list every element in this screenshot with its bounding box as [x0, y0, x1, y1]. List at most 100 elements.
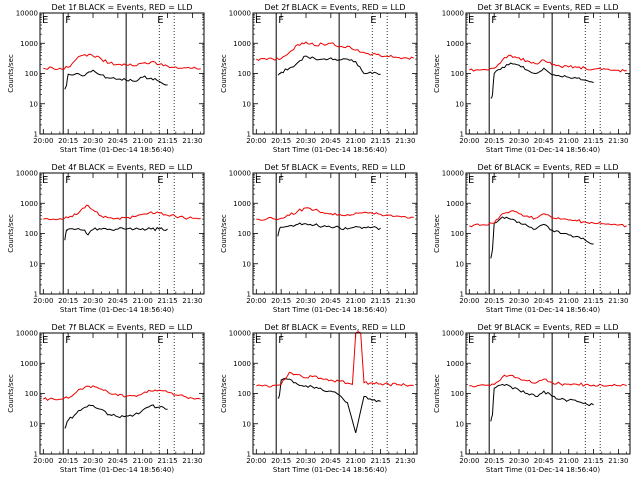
x-tick-label: 21:30: [395, 137, 415, 145]
plot-frame: [39, 332, 205, 455]
y-tick-label: 1000: [233, 40, 251, 48]
detector-panel-7: Det 7f BLACK = Events, RED = LLD 1 10 100 10…: [7, 323, 205, 474]
x-tick-label: 20:45: [108, 137, 128, 145]
x-tick-label: 21:15: [370, 297, 390, 305]
lld-series-line: [469, 210, 627, 228]
events-series-line: [277, 55, 381, 76]
y-tick-label: 1000: [233, 360, 251, 368]
events-series-line: [64, 69, 168, 90]
x-tick-label: 20:00: [459, 137, 479, 145]
marker-label: E: [255, 15, 261, 26]
y-tick-label: 10: [242, 420, 251, 428]
detector-panel-8: Det 8f BLACK = Events, RED = LLD 1 10 100 10…: [220, 323, 418, 474]
x-tick-label: 21:15: [583, 297, 603, 305]
y-axis-label: Counts/sec: [220, 374, 228, 413]
marker-label: E: [583, 175, 589, 186]
y-axis-label: Counts/sec: [220, 54, 228, 93]
x-tick-label: 21:00: [133, 457, 153, 465]
marker-label: E: [42, 175, 48, 186]
lld-series-line: [256, 331, 414, 388]
panel-title: Det 9f BLACK = Events, RED = LLD: [477, 323, 618, 332]
marker-label: F: [65, 15, 71, 26]
y-tick-label: 1: [247, 291, 251, 299]
detector-panel-5: Det 5f BLACK = Events, RED = LLD 1 10 100 10…: [220, 163, 418, 314]
marker-label: E: [468, 15, 474, 26]
panel-title: Det 2f BLACK = Events, RED = LLD: [264, 3, 405, 12]
x-tick-label: 20:30: [509, 297, 529, 305]
plot-frame: [39, 172, 205, 295]
x-tick-label: 20:15: [58, 457, 78, 465]
x-tick-label: 21:00: [559, 297, 579, 305]
x-tick-label: 20:00: [246, 457, 266, 465]
x-tick-label: 20:30: [509, 137, 529, 145]
events-series-line: [64, 404, 168, 429]
lld-series-line: [256, 41, 414, 62]
x-tick-label: 21:15: [157, 457, 177, 465]
y-tick-label: 10: [29, 260, 38, 268]
detector-panel-4: Det 4f BLACK = Events, RED = LLD 1 10 100 10…: [7, 163, 205, 314]
y-axis-label: Counts/sec: [7, 54, 15, 93]
x-tick-label: 20:45: [534, 457, 554, 465]
x-tick-label: 20:15: [484, 457, 504, 465]
events-series-line: [490, 383, 594, 422]
y-tick-label: 1000: [20, 40, 38, 48]
plot-frame: [252, 12, 418, 135]
x-tick-label: 20:00: [33, 297, 53, 305]
lld-series-line: [469, 54, 627, 73]
y-tick-label: 10000: [229, 170, 251, 178]
y-tick-label: 100: [451, 230, 464, 238]
x-tick-label: 21:30: [395, 297, 415, 305]
lld-series-line: [43, 53, 201, 71]
x-tick-label: 21:15: [157, 297, 177, 305]
panel-title: Det 4f BLACK = Events, RED = LLD: [51, 163, 192, 172]
x-axis-label: Start Time (01-Dec-14 18:56:40): [486, 146, 600, 154]
marker-label: F: [278, 175, 284, 186]
x-tick-label: 20:30: [296, 137, 316, 145]
plot-frame: [39, 12, 205, 135]
x-tick-label: 20:15: [58, 137, 78, 145]
x-tick-label: 20:15: [484, 137, 504, 145]
y-tick-label: 10000: [229, 10, 251, 18]
y-tick-label: 1000: [20, 200, 38, 208]
x-tick-label: 21:00: [559, 457, 579, 465]
y-tick-label: 100: [451, 70, 464, 78]
events-series-line: [64, 226, 168, 241]
y-tick-label: 10: [242, 260, 251, 268]
x-tick-label: 20:15: [484, 297, 504, 305]
marker-label: E: [157, 175, 163, 186]
marker-label: E: [370, 335, 376, 346]
x-tick-label: 20:30: [83, 297, 103, 305]
x-tick-label: 20:45: [321, 297, 341, 305]
panel-title: Det 8f BLACK = Events, RED = LLD: [264, 323, 405, 332]
panel-title: Det 5f BLACK = Events, RED = LLD: [264, 163, 405, 172]
y-tick-label: 10: [242, 100, 251, 108]
panel-title: Det 1f BLACK = Events, RED = LLD: [51, 3, 192, 12]
y-tick-label: 10000: [442, 10, 464, 18]
x-tick-label: 21:15: [583, 457, 603, 465]
y-axis-label: Counts/sec: [7, 214, 15, 253]
x-tick-label: 20:30: [83, 137, 103, 145]
y-axis-label: Counts/sec: [433, 214, 441, 253]
y-tick-label: 1: [460, 451, 464, 459]
marker-label: E: [42, 15, 48, 26]
x-tick-label: 20:45: [108, 457, 128, 465]
y-tick-label: 1: [34, 451, 38, 459]
y-tick-label: 100: [25, 70, 38, 78]
y-tick-label: 1: [247, 131, 251, 139]
x-tick-label: 21:15: [157, 137, 177, 145]
lld-series-line: [43, 385, 201, 401]
x-tick-label: 20:15: [271, 137, 291, 145]
y-tick-label: 10000: [16, 10, 38, 18]
x-tick-label: 21:30: [608, 297, 628, 305]
x-tick-label: 20:00: [246, 297, 266, 305]
x-tick-label: 21:15: [583, 137, 603, 145]
x-tick-label: 21:00: [346, 137, 366, 145]
y-tick-label: 10000: [16, 330, 38, 338]
y-tick-label: 100: [25, 230, 38, 238]
marker-label: E: [468, 175, 474, 186]
y-tick-label: 10: [455, 260, 464, 268]
plot-frame: [465, 332, 631, 455]
x-tick-label: 20:45: [534, 137, 554, 145]
detector-panel-3: Det 3f BLACK = Events, RED = LLD 1 10 100 10…: [433, 3, 631, 154]
y-tick-label: 100: [238, 230, 251, 238]
